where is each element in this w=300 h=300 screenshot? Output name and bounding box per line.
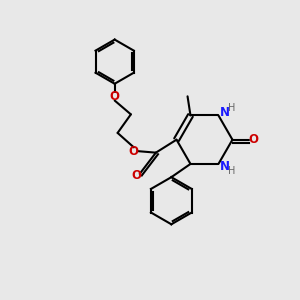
Text: N: N: [220, 160, 230, 173]
Text: O: O: [110, 90, 120, 103]
Text: H: H: [228, 166, 236, 176]
Text: O: O: [249, 133, 259, 146]
Text: N: N: [220, 106, 230, 119]
Text: O: O: [129, 145, 139, 158]
Text: O: O: [131, 169, 141, 182]
Text: H: H: [228, 103, 236, 113]
